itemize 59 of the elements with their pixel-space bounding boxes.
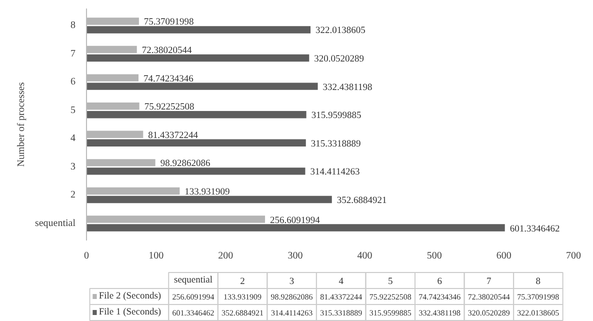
category-label: 8 (536, 277, 541, 287)
text: 322.0138605 (517, 308, 560, 318)
x-tick-label: 100 (148, 250, 164, 262)
data-label: 75.92252508 (144, 102, 194, 113)
category-label: 6 (437, 277, 442, 287)
data-label: 352.6884921 (336, 196, 387, 206)
text: 315.3318889 (320, 308, 362, 318)
y-tick-label: 8 (70, 20, 76, 31)
data-label: 315.9599885 (311, 111, 362, 122)
text: 314.4114263 (270, 308, 313, 318)
text: 72.38020544 (468, 292, 510, 302)
y-tick-label: 6 (70, 76, 76, 88)
data-label: 72.38020544 (142, 46, 192, 56)
text: 75.92252508 (369, 292, 412, 302)
x-tick-label: 200 (218, 250, 234, 262)
text: 315.9599885 (369, 308, 412, 318)
data-label: 332.4381198 (322, 82, 373, 93)
category-label: 3 (289, 277, 294, 287)
data-label: 315.3318889 (310, 139, 362, 150)
x-tick-label: 500 (426, 250, 442, 262)
data-label: 601.3346462 (510, 224, 560, 234)
text: 74.74234346 (418, 292, 461, 302)
y-tick-label: 7 (70, 48, 76, 60)
text: 98.92862086 (270, 292, 313, 302)
x-tick-label: 0 (84, 250, 89, 262)
text: 332.4381198 (418, 308, 460, 318)
data-label: 75.37091998 (144, 18, 194, 28)
y-tick-label: 4 (70, 133, 76, 144)
y-axis-title: Number of processes (16, 82, 27, 167)
legend-label: File 2 (Seconds) (98, 292, 162, 302)
x-tick-label: 600 (496, 250, 512, 262)
x-tick-label: 700 (566, 250, 581, 262)
category-label: 7 (486, 277, 492, 287)
data-label: 133.931909 (184, 187, 230, 198)
legend-label: File 1 (Seconds) (98, 308, 162, 318)
y-tick-label: 2 (70, 190, 76, 201)
data-label: 74.74234346 (144, 74, 194, 84)
y-tick-label: 5 (70, 104, 76, 116)
text: 601.3346462 (172, 308, 214, 318)
data-label: 314.4114263 (310, 168, 360, 178)
text: 133.931909 (224, 292, 262, 302)
data-label: 320.0520289 (314, 54, 364, 65)
data-label: 322.0138605 (316, 26, 366, 36)
text: 320.0520289 (468, 308, 510, 318)
text: 352.6884921 (222, 308, 264, 318)
category-label: sequential (174, 276, 213, 286)
x-tick-label: 400 (357, 250, 372, 262)
y-tick-label: 3 (70, 161, 76, 172)
data-label: 256.6091994 (270, 216, 320, 226)
category-label: 4 (338, 277, 344, 287)
text: 81.43372244 (320, 292, 362, 302)
text: 75.37091998 (517, 292, 560, 302)
x-tick-label: 300 (288, 250, 303, 262)
text: 256.6091994 (172, 292, 214, 302)
data-label: 81.43372244 (148, 130, 198, 141)
category-label: 5 (388, 277, 393, 287)
y-tick-label: sequential (34, 218, 76, 230)
data-label: 98.92862086 (160, 159, 210, 170)
category-label: 2 (240, 277, 245, 287)
